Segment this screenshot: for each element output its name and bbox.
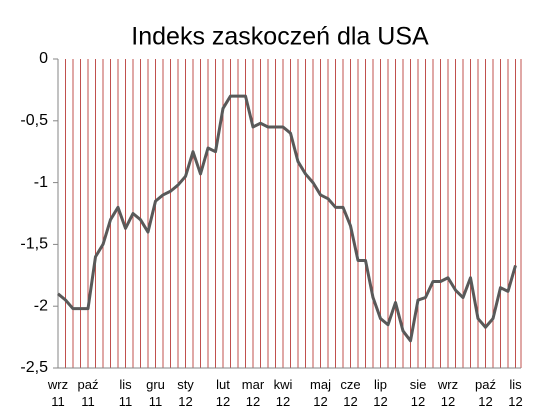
x-tick-label: paź 12	[475, 377, 496, 409]
x-tick-label: cze 12	[340, 377, 361, 409]
data-line	[57, 94, 517, 343]
x-tick-label: lut 12	[215, 377, 231, 409]
y-tick-label: -1	[34, 174, 48, 191]
chart-title: Indeks zaskoczeń dla USA	[131, 23, 429, 51]
y-tick-label: 0	[39, 50, 48, 67]
x-tick-label: sty 12	[177, 377, 194, 409]
x-tick-label: kwi 12	[273, 377, 293, 409]
x-tick-label: sie 12	[409, 377, 427, 409]
y-tick-label: -2	[34, 297, 48, 314]
x-tick-label: lis 11	[118, 377, 133, 409]
x-tick-label: wrz 12	[437, 377, 459, 409]
y-tick-label: -2,5	[20, 359, 48, 376]
x-tick-label: maj 12	[310, 377, 331, 409]
x-tick-label: paź 11	[77, 377, 99, 409]
y-tick-label: -1,5	[20, 236, 48, 253]
x-tick-label: wrz 11	[47, 377, 69, 409]
y-tick-label: -0,5	[20, 112, 48, 129]
x-tick-label: mar 12	[241, 377, 265, 409]
x-tick-label: lip 12	[373, 377, 388, 409]
x-tick-label: gru 11	[146, 377, 165, 409]
x-tick-label: lis 12	[508, 377, 523, 409]
